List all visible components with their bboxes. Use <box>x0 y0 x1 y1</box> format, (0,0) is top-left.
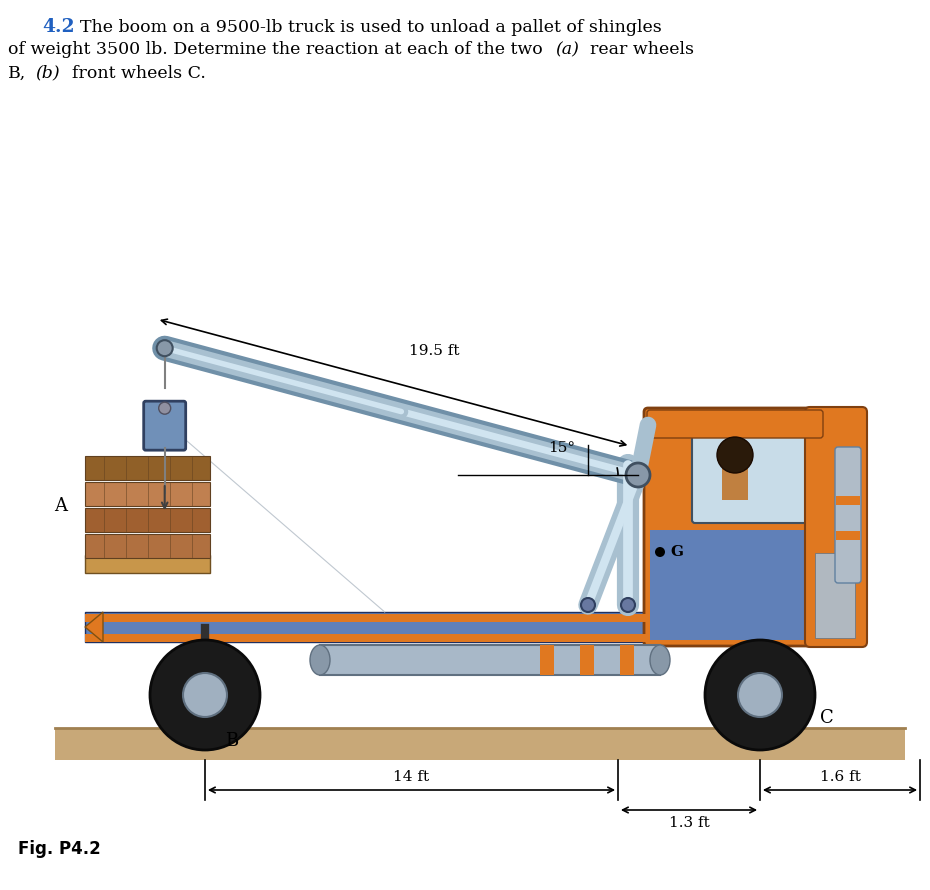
Bar <box>580 645 594 675</box>
Circle shape <box>150 640 260 750</box>
Ellipse shape <box>650 645 670 675</box>
Text: G: G <box>670 545 683 559</box>
Text: 4.2: 4.2 <box>42 18 74 36</box>
Text: B: B <box>225 732 238 750</box>
Bar <box>815 553 855 638</box>
Bar <box>836 531 860 540</box>
Ellipse shape <box>310 645 330 675</box>
FancyBboxPatch shape <box>692 427 818 523</box>
FancyBboxPatch shape <box>835 447 861 583</box>
Bar <box>722 458 748 500</box>
Text: of weight 3500 lb. Determine the reaction at each of the two: of weight 3500 lb. Determine the reactio… <box>8 42 543 59</box>
Bar <box>85 534 209 558</box>
FancyBboxPatch shape <box>647 410 823 438</box>
Circle shape <box>156 340 173 356</box>
Text: C: C <box>820 709 834 727</box>
Bar <box>85 457 209 481</box>
Bar <box>650 530 835 640</box>
Text: Fig. P4.2: Fig. P4.2 <box>18 840 100 858</box>
Text: 14 ft: 14 ft <box>393 770 430 784</box>
Bar <box>85 614 650 622</box>
Circle shape <box>626 463 650 487</box>
Bar <box>85 482 209 506</box>
FancyBboxPatch shape <box>644 408 864 646</box>
Text: A: A <box>54 497 67 514</box>
Text: 19.5 ft: 19.5 ft <box>408 344 459 358</box>
Text: 1.6 ft: 1.6 ft <box>819 770 860 784</box>
Bar <box>55 728 905 760</box>
Circle shape <box>717 437 753 473</box>
Bar <box>540 645 554 675</box>
Polygon shape <box>85 612 103 642</box>
Bar <box>85 612 650 642</box>
Text: 1.3 ft: 1.3 ft <box>669 816 710 830</box>
Text: B,: B, <box>8 64 26 82</box>
Text: (a): (a) <box>555 42 578 59</box>
FancyBboxPatch shape <box>144 401 186 450</box>
Text: rear wheels: rear wheels <box>590 42 694 59</box>
Circle shape <box>581 598 595 612</box>
Text: (b): (b) <box>35 64 60 82</box>
Circle shape <box>159 402 171 414</box>
Circle shape <box>705 640 815 750</box>
Bar <box>85 634 650 642</box>
Bar <box>85 555 209 573</box>
Circle shape <box>738 673 782 717</box>
Text: 15°: 15° <box>548 441 575 455</box>
Bar <box>836 496 860 505</box>
Circle shape <box>183 673 227 717</box>
Text: front wheels C.: front wheels C. <box>72 64 206 82</box>
FancyBboxPatch shape <box>805 407 867 647</box>
Circle shape <box>655 547 665 557</box>
Bar <box>85 508 209 532</box>
Bar <box>320 645 660 675</box>
Text: The boom on a 9500-lb truck is used to unload a pallet of shingles: The boom on a 9500-lb truck is used to u… <box>80 19 662 36</box>
Bar <box>620 645 634 675</box>
Circle shape <box>621 598 635 612</box>
